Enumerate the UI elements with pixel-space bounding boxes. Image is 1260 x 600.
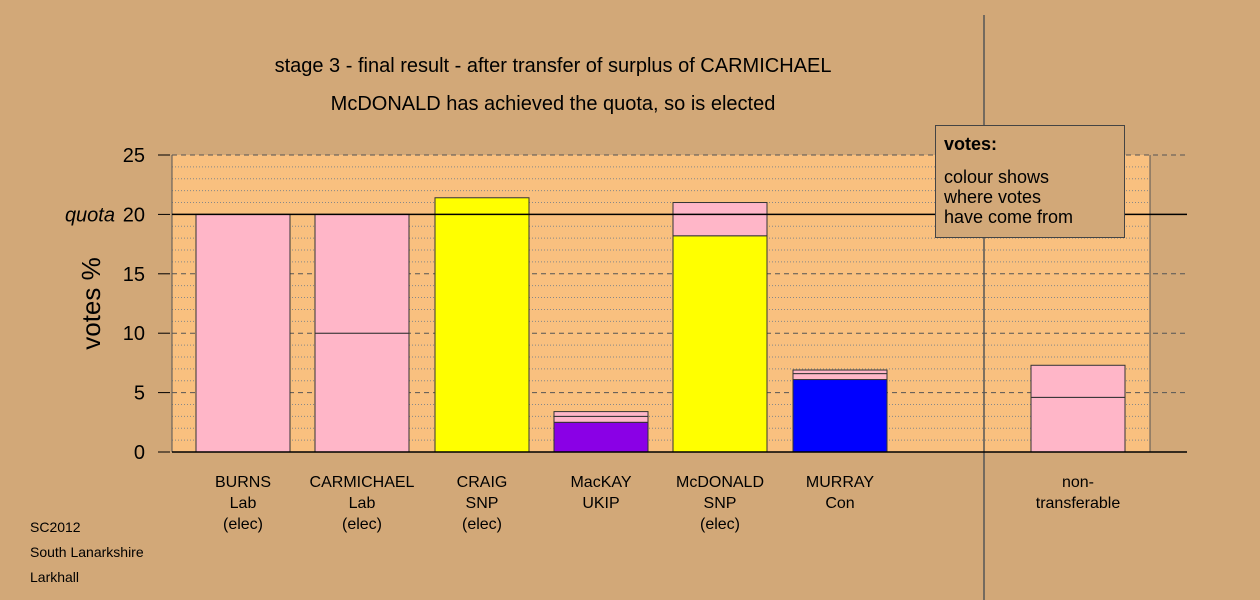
footer-council: South Lanarkshire bbox=[30, 544, 144, 560]
bar-segment-5-0 bbox=[792, 379, 888, 453]
y-tick-label: 20 bbox=[123, 204, 145, 226]
chart-title: stage 3 - final result - after transfer … bbox=[275, 55, 832, 77]
bar-segment-3-2 bbox=[553, 411, 649, 417]
category-label: UKIP bbox=[582, 495, 619, 512]
bar-segment-1-0 bbox=[314, 332, 410, 453]
bar-segment-1-1 bbox=[314, 213, 410, 334]
bar-segment-3-1 bbox=[553, 415, 649, 423]
footer-ward: Larkhall bbox=[30, 569, 80, 585]
category-label: (elec) bbox=[700, 516, 740, 533]
legend: votes: colour shows where votes have com… bbox=[935, 125, 1125, 238]
category-label: Con bbox=[825, 495, 854, 512]
bar-segment-5-2 bbox=[792, 369, 888, 375]
category-label: SNP bbox=[466, 495, 499, 512]
y-tick-label: 15 bbox=[123, 264, 145, 286]
category-label: CARMICHAEL bbox=[310, 474, 415, 491]
y-tick-label: 0 bbox=[134, 442, 145, 464]
y-tick-label: 25 bbox=[123, 145, 145, 167]
chart-subtitle: McDONALD has achieved the quota, so is e… bbox=[331, 93, 776, 115]
category-label: CRAIG bbox=[457, 474, 508, 491]
quota-label: quota bbox=[65, 204, 115, 226]
bar-segment-4-0 bbox=[672, 235, 768, 453]
footer-election: SC2012 bbox=[30, 519, 81, 535]
bar-segment-3-0 bbox=[553, 421, 649, 453]
category-label: BURNS bbox=[215, 474, 271, 491]
category-label: SNP bbox=[704, 495, 737, 512]
category-label: (elec) bbox=[462, 516, 502, 533]
bar-segment-nt-0 bbox=[1030, 396, 1126, 453]
category-label: McDONALD bbox=[676, 474, 764, 491]
bar-segment-2-0 bbox=[434, 197, 530, 453]
non-transferable-label: non- bbox=[1062, 474, 1094, 491]
bar-segment-5-1 bbox=[792, 373, 888, 381]
category-label: Lab bbox=[230, 495, 257, 512]
non-transferable-label: transferable bbox=[1036, 495, 1121, 512]
legend-title: votes: bbox=[944, 134, 998, 154]
category-label: (elec) bbox=[223, 516, 263, 533]
y-tick-label: 10 bbox=[123, 323, 145, 345]
bar-segment-nt-1 bbox=[1030, 364, 1126, 398]
category-label: MacKAY bbox=[570, 474, 631, 491]
y-tick-label: 5 bbox=[134, 383, 145, 405]
legend-line-1: colour shows bbox=[944, 167, 1050, 187]
legend-line-3: have come from bbox=[944, 207, 1074, 227]
y-axis-label: votes % bbox=[76, 257, 106, 350]
category-label: Lab bbox=[349, 495, 376, 512]
category-label: (elec) bbox=[342, 516, 382, 533]
bar-segment-4-1 bbox=[672, 202, 768, 237]
footer-source: SC2012 South Lanarkshire Larkhall bbox=[30, 515, 144, 590]
bar-segment-0-0 bbox=[195, 213, 291, 453]
category-label: MURRAY bbox=[806, 474, 874, 491]
legend-line-2: where votes bbox=[944, 187, 1042, 207]
